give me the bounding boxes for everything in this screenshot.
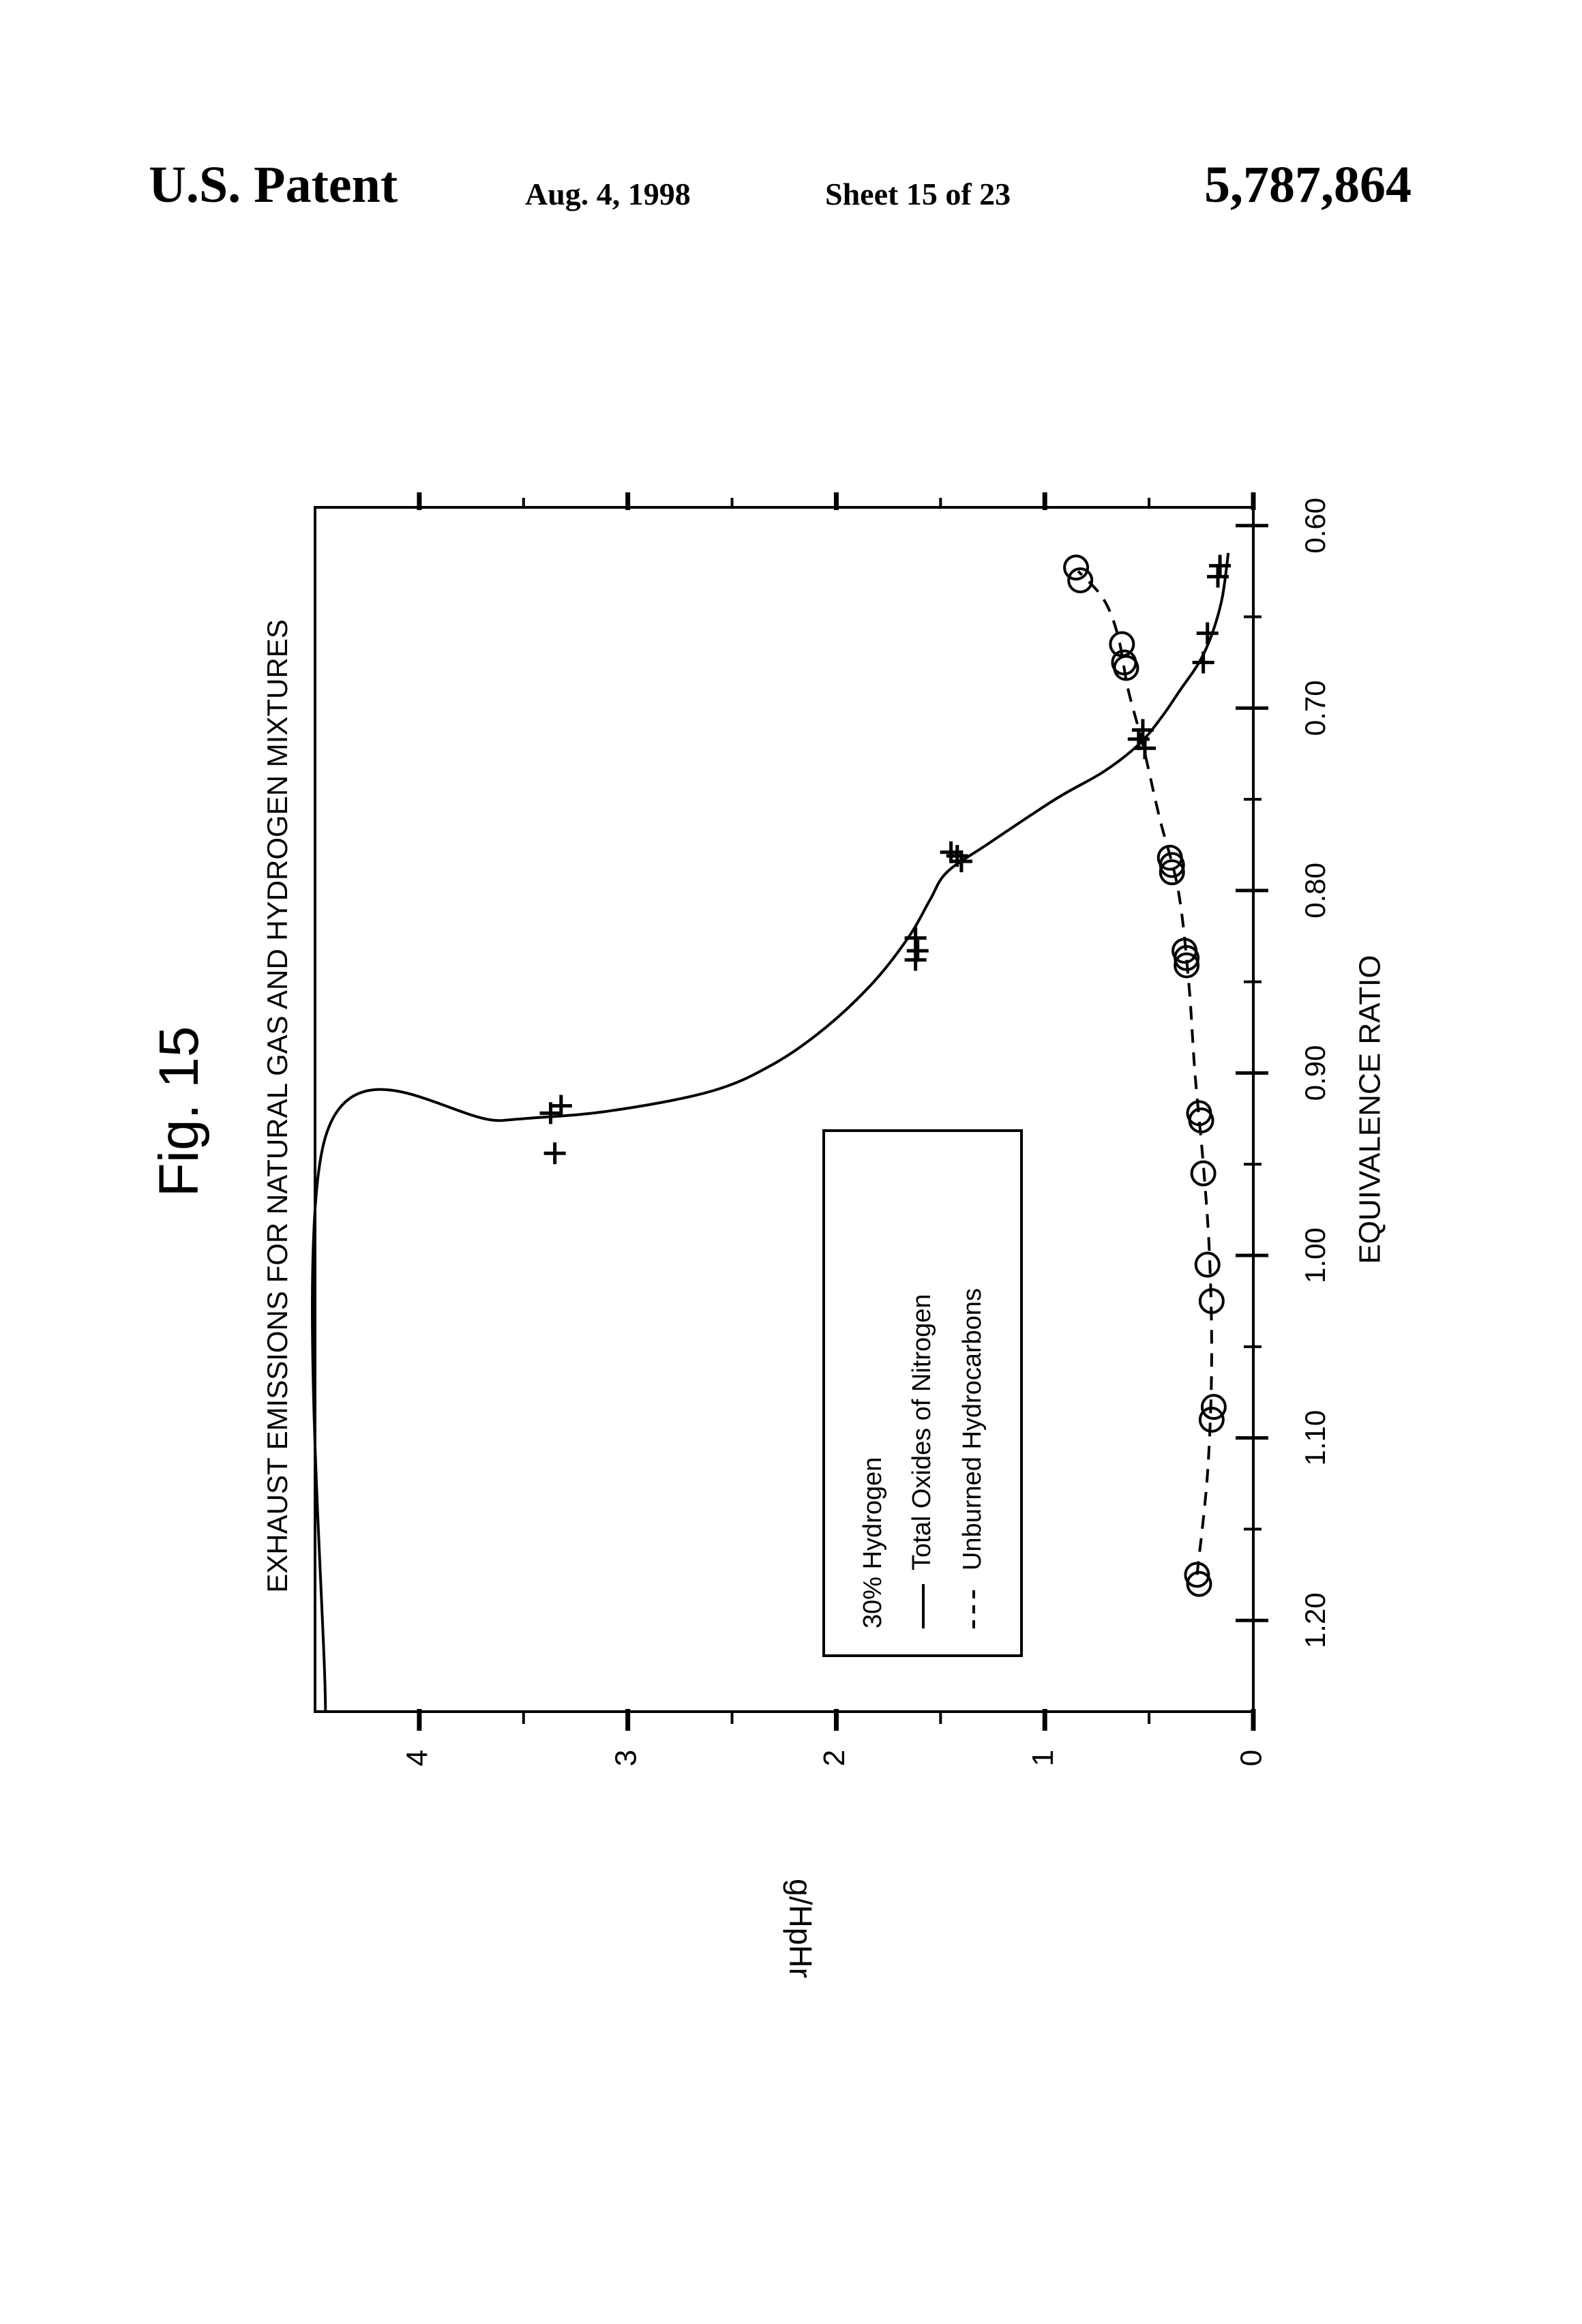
legend-entry-nox: Total Oxides of Nitrogen — [908, 1294, 936, 1570]
legend-title: 30% Hydrogen — [859, 1457, 887, 1628]
y-tick-label: 0 — [1235, 1750, 1268, 1766]
hc-curve — [1078, 571, 1212, 1575]
y-axis-label: g/HpHr — [783, 1879, 818, 1978]
y-tick-label: 1 — [1026, 1750, 1060, 1766]
y-tick-label: 2 — [818, 1750, 851, 1766]
legend-entry-hc: Unburned Hydrocarbons — [958, 1288, 987, 1570]
nox-curve — [312, 553, 1228, 1712]
nox-point — [544, 1142, 566, 1164]
x-tick-label: 0.70 — [1299, 680, 1331, 736]
plot-area: 0 1 2 3 4 0.60 0.70 0.80 0.90 1.00 1.10 1.20 EQUIVAL… — [261, 492, 1387, 1978]
x-axis-label: EQUIVALENCE RATIO — [1354, 955, 1387, 1264]
x-tick-label: 1.20 — [1299, 1592, 1331, 1648]
y-tick-label: 4 — [401, 1750, 434, 1766]
x-tick-label: 0.60 — [1299, 498, 1331, 554]
x-tick-label: 1.10 — [1299, 1410, 1331, 1466]
x-tick-label: 1.00 — [1299, 1227, 1331, 1283]
nox-point — [905, 927, 927, 949]
chart-title: EXHAUST EMISSIONS FOR NATURAL GAS AND HY… — [261, 619, 293, 1592]
y-tick-label: 3 — [609, 1750, 642, 1766]
hc-point — [1064, 556, 1088, 579]
figure-label: Fig. 15 — [148, 1026, 210, 1197]
hc-point — [1196, 1253, 1219, 1276]
x-tick-label: 0.80 — [1299, 863, 1331, 919]
x-tick-label: 0.90 — [1299, 1045, 1331, 1101]
